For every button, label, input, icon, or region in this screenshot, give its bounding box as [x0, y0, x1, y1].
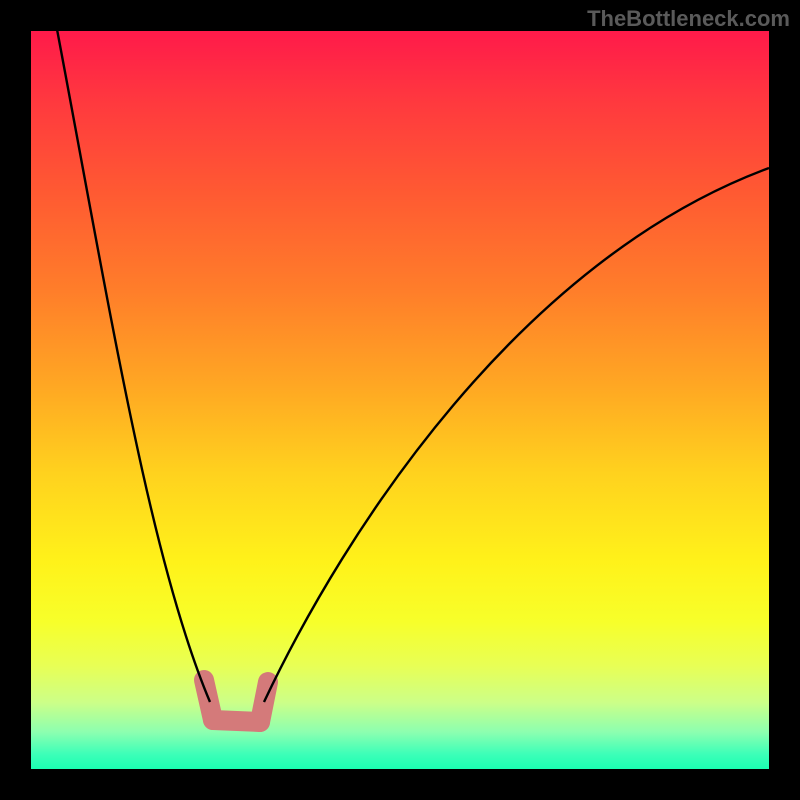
trough-marker	[204, 680, 268, 722]
chart-svg	[0, 0, 800, 800]
curve-right	[264, 168, 769, 702]
watermark-text: TheBottleneck.com	[587, 6, 790, 32]
curve-left	[56, 24, 210, 702]
